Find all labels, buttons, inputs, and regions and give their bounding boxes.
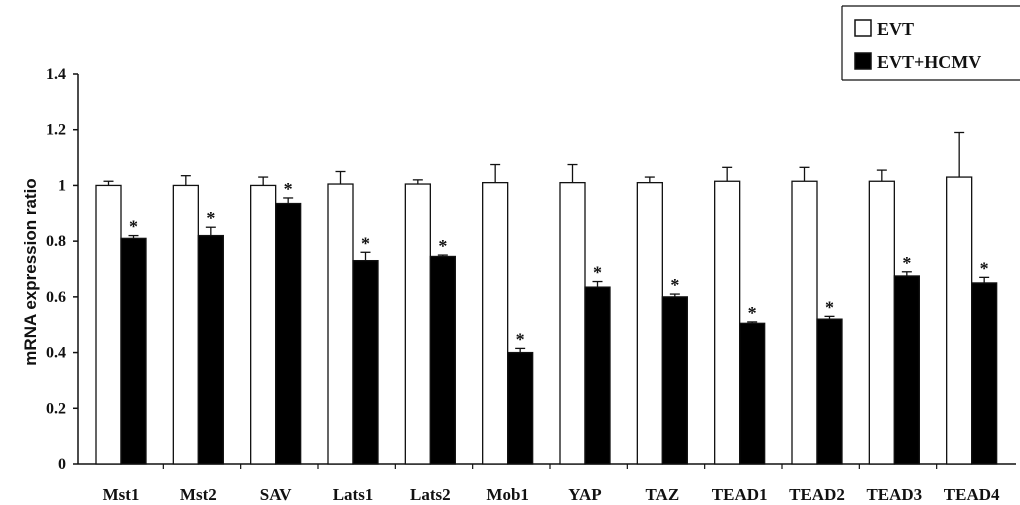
bar-evt [946,176,973,465]
category-label: TAZ [645,485,679,504]
y-tick-label: 0 [58,456,66,473]
bar-evt-hcmv [971,282,998,465]
bar-evt-hcmv [661,296,688,465]
y-tick-label: 1 [58,177,66,194]
category-label: Mst1 [103,485,140,504]
category-labels: Mst1 Mst2 SAV Lats1 Lats2 Mob1 YAP TAZ TEAD1 TEAD… [103,485,1000,504]
category-label: SAV [260,485,293,504]
significance-mark: * [206,208,215,228]
y-tick-label: 0.4 [46,345,66,362]
legend-label-evt-hcmv: EVT+HCMV [877,52,981,72]
category-label: Mst2 [180,485,217,504]
significance-mark: * [593,263,602,283]
y-tick-label: 0.6 [46,289,66,306]
bar-evt [482,181,509,465]
legend: EVT EVT+HCMV [841,5,1020,81]
category-label: YAP [568,485,601,504]
y-axis-label: mRNA expression ratio [21,178,40,365]
bar-evt-hcmv [429,255,456,465]
significance-mark: * [284,179,293,199]
bar-evt [327,183,354,465]
legend-swatch-evt [854,19,872,37]
axes: 0 0.2 0.4 0.6 0.8 1 1.2 1.4 [46,66,1016,473]
bar-evt-hcmv [739,322,766,465]
significance-mark: * [129,217,138,237]
category-label: TEAD1 [712,485,768,504]
bars: * * * * * * * * * * * * [95,131,998,465]
bar-evt [791,180,818,465]
bar-evt [172,184,199,465]
bar-evt-hcmv [584,286,611,465]
bar-evt-hcmv [352,259,379,465]
bar-evt [868,180,895,465]
category-label: TEAD3 [866,485,922,504]
category-label: Mob1 [486,485,529,504]
significance-mark: * [902,253,911,273]
bar-evt [636,181,663,465]
bar-evt-hcmv [120,237,147,465]
y-tick-label: 0.2 [46,400,66,417]
bar-evt-hcmv [893,275,920,465]
bar-evt [95,184,122,465]
significance-mark: * [980,258,989,278]
bar-evt-hcmv [816,318,843,465]
bar-evt [714,180,741,465]
y-tick-label: 1.4 [46,66,66,83]
y-tick-label: 0.8 [46,233,66,250]
significance-mark: * [438,236,447,256]
bar-evt-hcmv [197,234,224,465]
bar-evt [250,184,277,465]
category-label: TEAD4 [944,485,1000,504]
significance-mark: * [748,303,757,323]
category-label: TEAD2 [789,485,845,504]
significance-mark: * [516,329,525,349]
bar-evt-hcmv [275,202,302,465]
legend-swatch-evt-hcmv [854,52,872,70]
y-tick-label: 1.2 [46,122,66,139]
bar-evt [404,183,431,465]
significance-mark: * [361,233,370,253]
significance-mark: * [670,275,679,295]
bar-evt-hcmv [507,351,534,465]
legend-label-evt: EVT [877,19,914,39]
category-label: Lats2 [410,485,451,504]
bar-evt [559,181,586,465]
significance-mark: * [825,297,834,317]
category-label: Lats1 [333,485,374,504]
